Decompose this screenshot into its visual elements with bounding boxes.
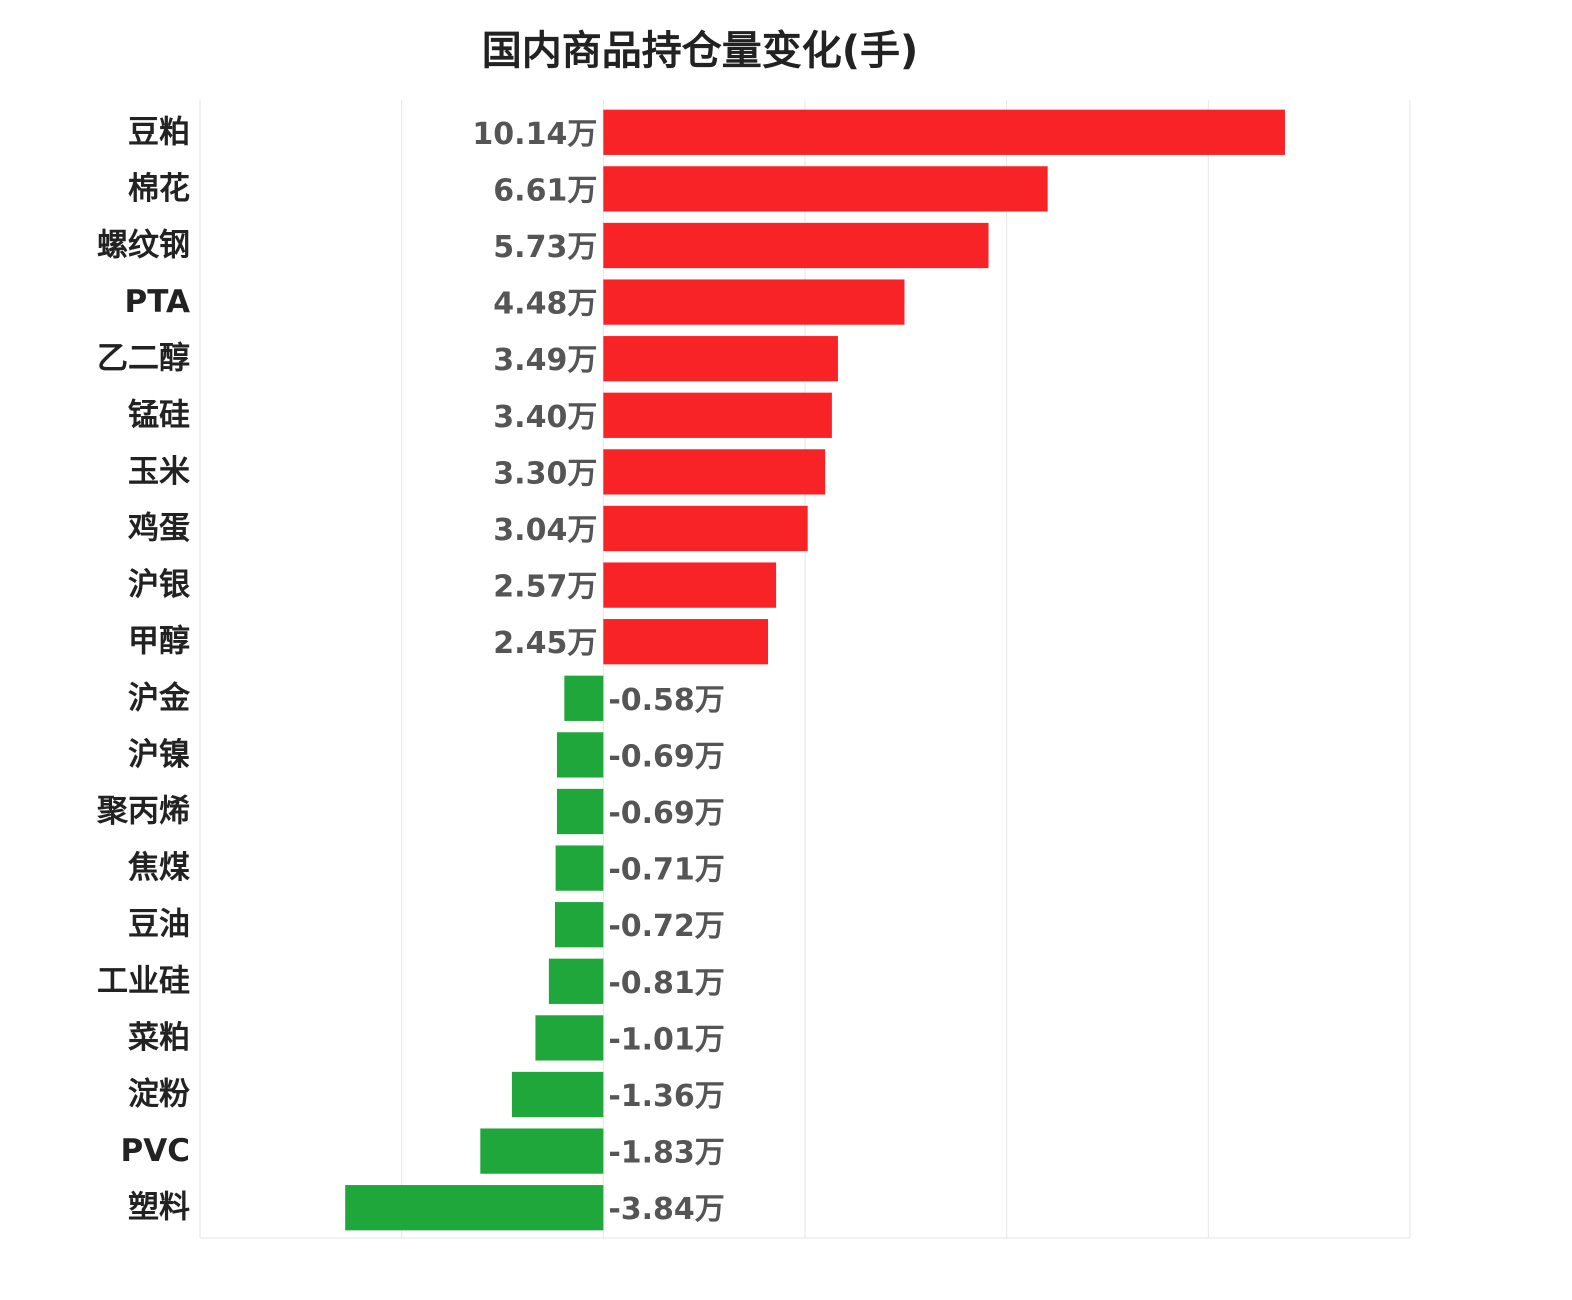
data-label: 6.61万 [493,173,597,208]
bar [603,279,905,325]
chart-title: 国内商品持仓量变化(手) [481,28,919,74]
data-label: -0.81万 [608,966,724,1001]
bar [564,675,604,721]
category-label: PVC [121,1133,190,1169]
category-label: 焦煤 [128,850,190,886]
category-label: 玉米 [128,454,190,490]
data-label: 2.57万 [493,570,597,605]
category-label: 豆油 [128,907,190,943]
data-label: 5.73万 [493,230,597,265]
bar [603,449,826,495]
bar [511,1071,604,1118]
data-label: -0.58万 [608,683,724,718]
data-label: -3.84万 [608,1192,724,1227]
data-label: 4.48万 [493,287,597,322]
category-label: 棉花 [128,171,190,207]
data-label: -0.72万 [608,909,724,944]
data-label: 3.49万 [493,343,597,378]
category-label: PTA [125,284,190,320]
category-label: 螺纹钢 [97,228,190,264]
data-label: 3.30万 [493,456,597,491]
data-label: 3.04万 [493,513,597,548]
bar [548,958,604,1004]
category-label: 工业硅 [97,963,190,999]
data-label: 2.45万 [493,626,597,661]
bar [554,902,604,948]
data-label: -1.01万 [608,1022,724,1057]
category-label: 锰硅 [128,397,190,433]
bar [603,505,808,552]
bar [603,619,769,665]
category-label: 塑料 [128,1190,190,1226]
data-label: -0.69万 [608,739,724,774]
bar [603,222,989,269]
data-label: -1.83万 [608,1136,724,1171]
data-label: 10.14万 [472,117,597,152]
category-label: 沪银 [128,567,190,603]
data-label: -0.69万 [608,796,724,831]
bar [556,732,604,778]
bar [603,336,838,382]
bar [603,392,832,438]
category-label: 聚丙烯 [96,794,190,830]
category-label: 鸡蛋 [127,511,190,547]
category-label: 沪金 [128,680,191,716]
bar [603,109,1285,155]
bar [480,1128,604,1174]
bar [603,166,1048,212]
bar [345,1185,604,1231]
bar [556,788,604,835]
data-label: -1.36万 [608,1079,724,1114]
data-label: -0.71万 [608,853,724,888]
data-label: 3.40万 [493,400,597,435]
category-label: 菜粕 [128,1020,190,1056]
bar [555,845,604,891]
bar [535,1015,604,1061]
category-label: 甲醇 [128,624,190,660]
category-label: 乙二醇 [97,341,190,377]
category-label: 淀粉 [128,1077,190,1113]
category-label: 豆粕 [128,114,190,150]
bar [603,562,777,608]
category-label: 沪镍 [128,737,190,773]
